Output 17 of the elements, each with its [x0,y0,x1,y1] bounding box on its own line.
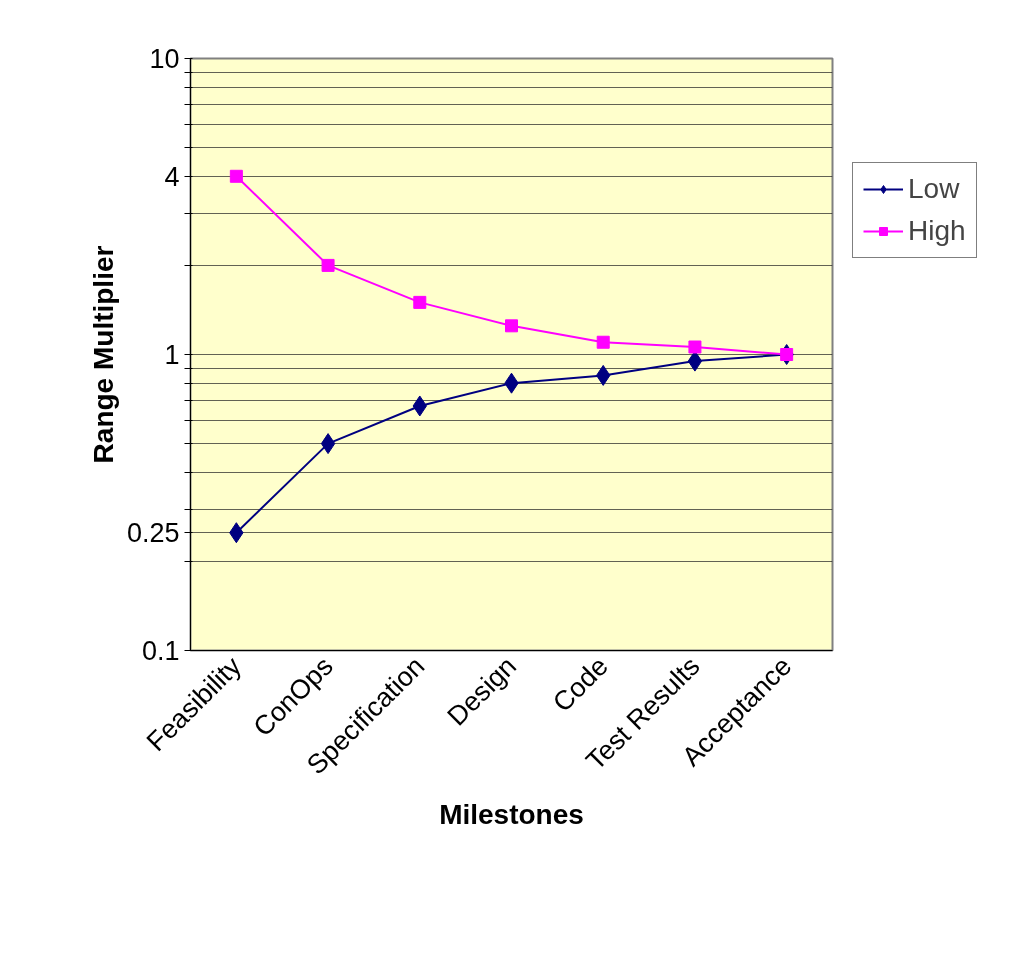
y-tick-label: 4 [164,161,180,192]
y-axis-title: Range Multiplier [87,245,119,464]
y-tick-label: 0.25 [126,518,180,549]
x-axis-title: Milestones [439,798,584,830]
legend-label: Low [908,173,960,205]
legend-label: High [908,215,966,247]
point [320,433,336,455]
y-tick-label: 1 [164,340,180,370]
point [229,169,243,183]
y-tick-label: 0.1 [141,636,180,666]
point [596,335,610,349]
point [688,340,702,354]
point [505,319,518,333]
point [321,258,335,272]
point [413,295,427,309]
point [780,348,794,361]
y-tick-label: 10 [149,44,180,74]
